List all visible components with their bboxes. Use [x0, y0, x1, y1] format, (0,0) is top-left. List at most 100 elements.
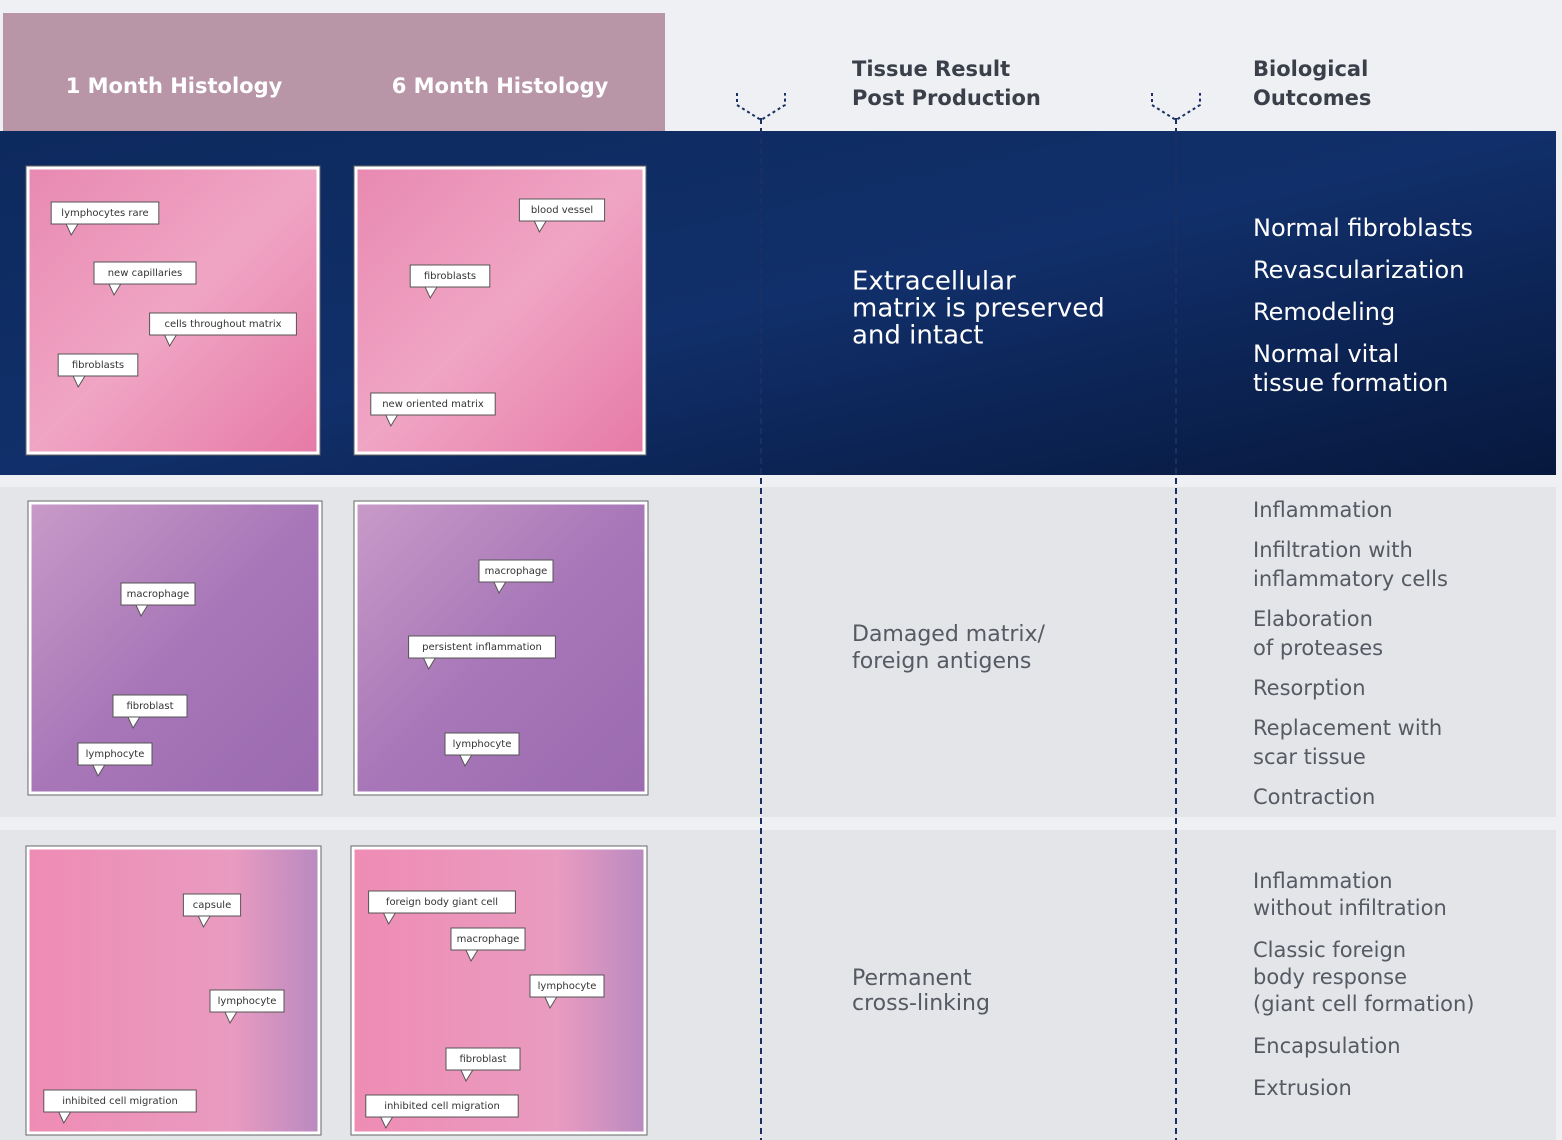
image-frame: [25, 845, 322, 1136]
callout-label: persistent inflammation: [422, 642, 542, 653]
callout-pointer: [71, 373, 87, 389]
callout-pointer: [196, 913, 212, 929]
callout-box: [50, 201, 160, 225]
callout-label: lymphocyte: [538, 981, 597, 992]
callout-box: [93, 261, 197, 285]
callout-pointer: [384, 412, 400, 428]
header-label: Post Production: [852, 86, 1041, 110]
callout-box: [149, 312, 297, 336]
bracket: [736, 93, 786, 122]
callout-pointer: [107, 281, 123, 297]
outcome-text: body response: [1253, 965, 1407, 989]
result-text: Permanent: [852, 966, 972, 991]
callout-box: [365, 1094, 519, 1118]
outcome-text: Resorption: [1253, 676, 1366, 700]
callout-pointer: [126, 714, 142, 730]
callout-pointer: [492, 579, 508, 595]
outcome-text: Classic foreign: [1253, 938, 1406, 962]
callout-box: [478, 559, 554, 583]
callout-label: lymphocyte: [86, 749, 145, 760]
callout-pointer: [464, 947, 480, 963]
callout-pointer: [382, 910, 398, 926]
callout-label: blood vessel: [531, 205, 593, 216]
callout-pointer: [91, 762, 107, 778]
outcome-text: Encapsulation: [1253, 1034, 1401, 1058]
image-frame: [353, 500, 649, 796]
outcome-text: Infiltration with: [1253, 538, 1413, 562]
header-label: Tissue Result: [852, 57, 1010, 81]
callout-pointer: [458, 752, 474, 768]
callout-pointer: [543, 994, 559, 1010]
header-label: Biological: [1253, 57, 1368, 81]
callout-label: fibroblasts: [72, 360, 124, 371]
callout-box: [43, 1089, 197, 1113]
callout-pointer: [134, 602, 150, 618]
callout-pointer: [422, 655, 438, 671]
callout-box: [450, 927, 526, 951]
callout-pointer: [532, 218, 548, 234]
callout-box: [368, 890, 516, 914]
outcome-text: (giant cell formation): [1253, 992, 1475, 1016]
callout-pointer: [163, 332, 179, 348]
outcome-text: inflammatory cells: [1253, 567, 1448, 591]
image-frame: [350, 845, 648, 1136]
callout-pointer: [223, 1009, 239, 1025]
outcome-text: Contraction: [1253, 785, 1375, 809]
image-frame: [25, 165, 321, 456]
outcome-text: Extrusion: [1253, 1076, 1352, 1100]
bracket: [1151, 93, 1201, 122]
callout-box: [445, 1047, 521, 1071]
callout-box: [409, 264, 491, 288]
outcome-text: Revascularization: [1253, 256, 1464, 284]
outcome-text: Inflammation: [1253, 498, 1393, 522]
callout-label: fibroblast: [459, 1054, 506, 1065]
callout-label: lymphocytes rare: [61, 208, 148, 219]
outcome-text: scar tissue: [1253, 745, 1366, 769]
callout-label: fibroblast: [126, 701, 173, 712]
header-label: 1 Month Histology: [66, 74, 283, 98]
callout-label: foreign body giant cell: [386, 897, 498, 908]
outcome-text: without infiltration: [1253, 896, 1447, 920]
callout-label: lymphocyte: [218, 996, 277, 1007]
result-text: foreign antigens: [852, 649, 1031, 674]
callout-label: macrophage: [457, 934, 520, 945]
header-label: Outcomes: [1253, 86, 1371, 110]
callout-box: [182, 893, 242, 917]
result-text: cross-linking: [852, 991, 990, 1016]
callout-label: inhibited cell migration: [62, 1096, 178, 1107]
callout-label: macrophage: [127, 589, 190, 600]
callout-box: [370, 392, 496, 416]
callout-label: new capillaries: [108, 268, 183, 279]
callout-label: fibroblasts: [424, 271, 476, 282]
histology-image: [28, 501, 322, 795]
image-frame: [353, 165, 647, 456]
callout-box: [112, 694, 188, 718]
callout-box: [57, 353, 139, 377]
dividers: [736, 93, 1201, 1140]
callout-box: [529, 974, 605, 998]
callout-label: new oriented matrix: [382, 399, 484, 410]
callout-label: capsule: [193, 900, 231, 911]
callout-box: [518, 198, 606, 222]
outcome-text: of proteases: [1253, 636, 1383, 660]
result-text: and intact: [852, 321, 984, 351]
image-frame: [27, 500, 323, 796]
callout-pointer: [64, 221, 80, 237]
outcome-text: Replacement with: [1253, 716, 1442, 740]
callout-box: [408, 635, 556, 659]
callout-box: [120, 582, 196, 606]
outcome-text: tissue formation: [1253, 369, 1448, 397]
callout-pointer: [379, 1114, 395, 1130]
outcome-text: Normal vital: [1253, 340, 1399, 368]
callout-box: [444, 732, 520, 756]
outcome-text: Normal fibroblasts: [1253, 214, 1473, 242]
result-text: Damaged matrix/: [852, 622, 1046, 647]
callout-label: inhibited cell migration: [384, 1101, 500, 1112]
outcome-text: Remodeling: [1253, 298, 1395, 326]
callout-pointer: [423, 284, 439, 300]
outcome-text: Inflammation: [1253, 869, 1393, 893]
callout-label: lymphocyte: [453, 739, 512, 750]
callout-pointer: [459, 1067, 475, 1083]
callout-box: [77, 742, 153, 766]
